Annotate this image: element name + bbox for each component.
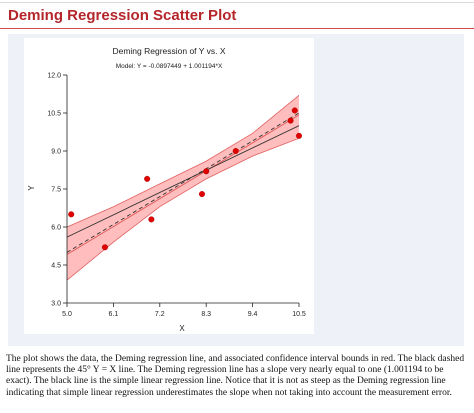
data-point (101, 244, 108, 251)
simple-regression-line (66, 125, 300, 238)
x-tick-label: 10.5 (292, 311, 306, 318)
chart-subtitle: Model: Y = -0.0897449 + 1.001194*X (116, 63, 223, 70)
x-tick-label: 6.1 (109, 311, 119, 318)
page-heading: Deming Regression Scatter Plot (8, 7, 237, 24)
chart-caption: The plot shows the data, the Deming regr… (6, 354, 465, 398)
confidence-lower-bound (66, 137, 300, 281)
data-point (232, 147, 239, 154)
data-point (148, 216, 155, 223)
y-axis-label: Y (27, 185, 36, 191)
data-point (144, 175, 151, 182)
y-tick-label: 3.0 (51, 301, 61, 308)
confidence-upper-bound (66, 94, 300, 228)
heading-rule (0, 28, 474, 29)
identity-line (66, 112, 300, 253)
x-tick-label: 8.3 (201, 311, 211, 318)
data-point (203, 168, 210, 175)
x-tick-label: 5.0 (62, 311, 72, 318)
x-tick-label: 7.2 (155, 311, 165, 318)
y-tick-label: 12.0 (47, 73, 61, 80)
data-point (198, 191, 205, 198)
deming-scatter-chart: Deming Regression of Y vs. X Model: Y = … (27, 46, 306, 333)
chart-title: Deming Regression of Y vs. X (112, 46, 225, 56)
data-point (68, 211, 75, 218)
x-tick-label: 9.4 (248, 311, 258, 318)
data-point (296, 132, 303, 139)
confidence-band (67, 95, 299, 281)
y-tick-label: 7.5 (51, 187, 61, 194)
top-border (0, 2, 474, 3)
y-tick-label: 10.5 (47, 111, 61, 118)
deming-regression-line (66, 114, 300, 255)
data-point (291, 107, 298, 114)
x-axis-label: X (179, 324, 185, 333)
y-tick-label: 9.0 (51, 149, 61, 156)
data-point (287, 117, 294, 124)
y-tick-label: 6.0 (51, 225, 61, 232)
y-tick-label: 4.5 (51, 263, 61, 270)
